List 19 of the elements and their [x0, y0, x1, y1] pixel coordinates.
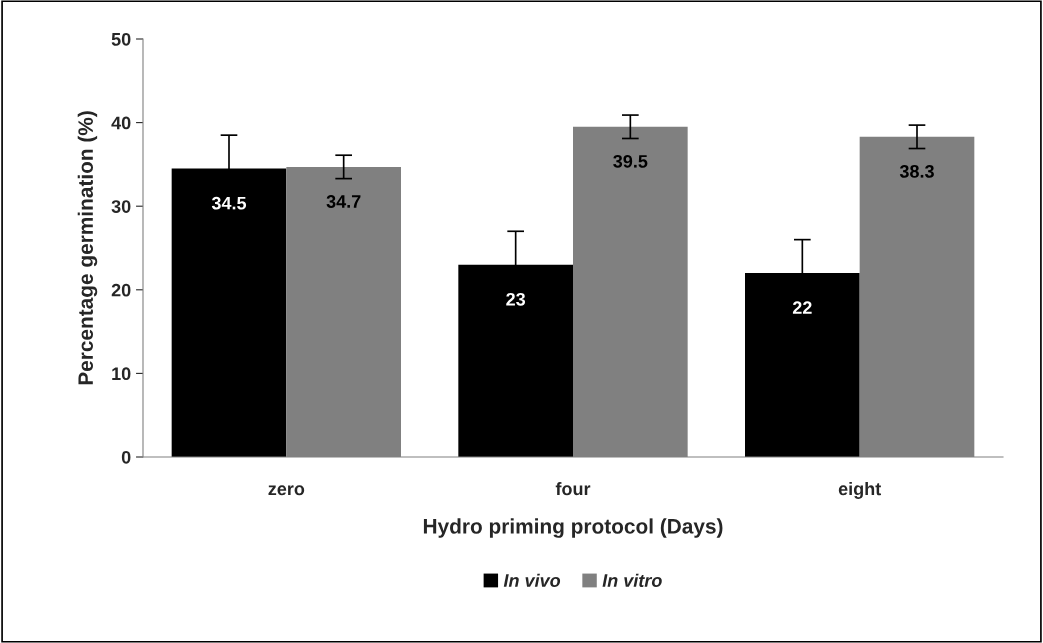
data-label: 34.5 [211, 196, 247, 210]
data-label: 23 [506, 292, 526, 306]
data-label: 39.5 [613, 154, 648, 168]
y-tick-label: 30 [111, 200, 131, 213]
y-tick-label: 40 [111, 116, 131, 130]
y-axis-title: Percentage germination (%) [77, 111, 98, 385]
data-label: 34.7 [326, 195, 361, 208]
legend-label: In vitro [602, 573, 662, 587]
data-label: 38.3 [899, 164, 934, 178]
y-tick-label: 0 [121, 450, 131, 464]
x-tick-label: four [555, 482, 591, 496]
y-tick-label: 50 [111, 32, 131, 46]
x-tick-label: eight [838, 482, 882, 499]
y-tick-label: 10 [112, 367, 131, 381]
x-axis-title: Hydro priming protocol (Days) [423, 518, 723, 538]
x-tick-label: zero [268, 485, 305, 496]
y-tick-label: 20 [111, 283, 131, 297]
legend-label: In vivo [503, 573, 561, 587]
data-label: 22 [792, 301, 812, 314]
